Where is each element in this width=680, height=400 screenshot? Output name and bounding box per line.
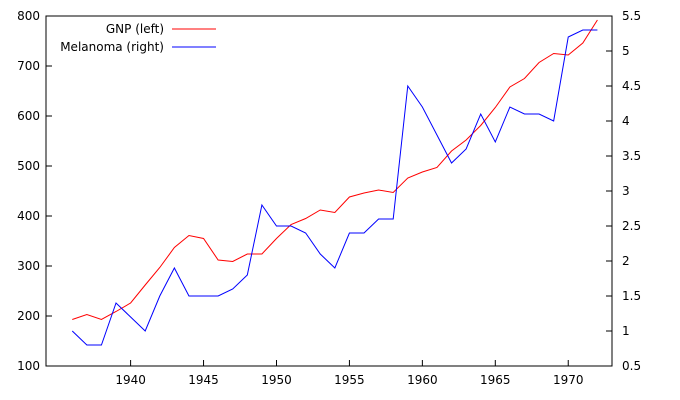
y-left-tick-label: 600 — [17, 109, 40, 123]
plot-frame — [45, 15, 613, 367]
y-right-tick-label: 2 — [622, 254, 630, 268]
x-tick-label: 1955 — [334, 373, 365, 387]
x-tick-label: 1965 — [480, 373, 511, 387]
legend-label-melanoma: Melanoma (right) — [60, 40, 164, 54]
x-tick-label: 1940 — [115, 373, 146, 387]
x-tick-label: 1945 — [188, 373, 219, 387]
y-left-tick-label: 500 — [17, 159, 40, 173]
y-right-tick-label: 0.5 — [622, 359, 641, 373]
y-right-tick-label: 3 — [622, 184, 630, 198]
x-tick-label: 1960 — [407, 373, 438, 387]
y-left-tick-label: 300 — [17, 259, 40, 273]
legend: GNP (left) Melanoma (right) — [60, 22, 216, 54]
x-tick-label: 1970 — [553, 373, 584, 387]
series-line-gnp-left — [72, 19, 598, 321]
series-lines — [71, 19, 598, 346]
y-right-tick-label: 1 — [622, 324, 630, 338]
axis-ticks: 1940 1945 1950 1955 1960 1965 1970 100 200 300 400… — [17, 9, 641, 387]
legend-label-gnp: GNP (left) — [106, 22, 164, 36]
y-left-tick-label: 800 — [17, 9, 40, 23]
x-tick-label: 1950 — [261, 373, 292, 387]
y-right-tick-label: 3.5 — [622, 149, 641, 163]
y-right-tick-label: 5 — [622, 44, 630, 58]
y-left-tick-label: 200 — [17, 309, 40, 323]
y-right-tick-label: 2.5 — [622, 219, 641, 233]
y-right-tick-label: 1.5 — [622, 289, 641, 303]
y-left-tick-label: 700 — [17, 59, 40, 73]
y-left-tick-label: 100 — [17, 359, 40, 373]
y-left-tick-label: 400 — [17, 209, 40, 223]
y-right-tick-label: 4.5 — [622, 79, 641, 93]
series-line-melanoma-right — [71, 29, 598, 346]
y-right-tick-label: 4 — [622, 114, 630, 128]
y-right-tick-label: 5.5 — [622, 9, 641, 23]
